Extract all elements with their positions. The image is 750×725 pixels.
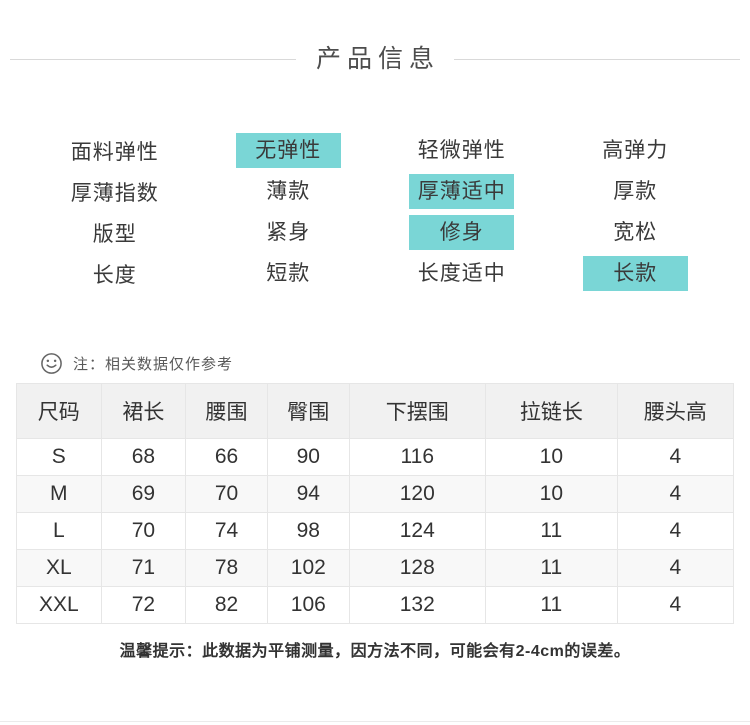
measurement-cell: 10	[484, 438, 618, 476]
attribute-option-cell: 长款	[549, 253, 723, 294]
reference-note-text: 注：相关数据仅作参考	[73, 356, 234, 373]
size-table-head: 尺码 裙长 腰围 臀围 下摆围 拉链长 腰头高	[16, 383, 735, 439]
attribute-option: 短款	[266, 262, 311, 285]
measurement-cell: 11	[484, 549, 618, 587]
measurement-cell: 94	[266, 475, 350, 513]
size-table-row: XL 71 78 102 128 11 4	[16, 549, 735, 587]
measurement-cell: 98	[266, 512, 350, 550]
attribute-row: 面料弹性 无弹性 轻微弹性 高弹力	[28, 130, 722, 171]
attribute-option-cell: 轻微弹性	[375, 130, 549, 171]
measurement-cell: 70	[185, 475, 268, 513]
bottom-divider	[0, 721, 750, 722]
attribute-option-selected: 厚薄适中	[409, 174, 515, 209]
measurement-cell: 128	[348, 549, 486, 587]
attributes-grid: 面料弹性 无弹性 轻微弹性 高弹力 厚薄指数 薄款 厚薄适中 厚款 版型 紧身 修身 宽松 长度 短款 长度…	[28, 130, 722, 294]
title-divider-left	[10, 58, 296, 60]
size-table-column-header: 腰围	[185, 383, 268, 439]
measurement-cell: 70	[100, 512, 187, 550]
attribute-option: 紧身	[266, 221, 311, 244]
size-table-column-header: 腰头高	[616, 383, 735, 439]
size-table-header-row: 尺码 裙长 腰围 臀围 下摆围 拉链长 腰头高	[16, 383, 735, 439]
attribute-label: 厚薄指数	[70, 181, 159, 205]
attribute-option-cell: 薄款	[202, 171, 376, 212]
attribute-option: 轻微弹性	[417, 139, 506, 162]
attribute-option-cell: 修身	[375, 212, 549, 253]
size-table: 尺码 裙长 腰围 臀围 下摆围 拉链长 腰头高 S 68 66 90 116 10 4 M 69 70 94 12…	[16, 383, 735, 624]
attribute-option: 厚款	[613, 180, 658, 203]
size-cell: M	[16, 475, 102, 513]
size-table-column-header: 裙长	[100, 383, 187, 439]
measurement-cell: 90	[266, 438, 350, 476]
attribute-option-cell: 长度适中	[375, 253, 549, 294]
attribute-option: 薄款	[266, 180, 311, 203]
measurement-cell: 124	[348, 512, 486, 550]
measurement-cell: 4	[616, 438, 735, 476]
size-table-column-header: 拉链长	[484, 383, 618, 439]
reference-note: 注：相关数据仅作参考	[40, 352, 750, 375]
title-divider-right	[454, 58, 741, 60]
attribute-option-selected: 长款	[582, 256, 688, 291]
size-table-row: M 69 70 94 120 10 4	[16, 475, 735, 513]
size-cell: L	[16, 512, 102, 550]
size-cell: XXL	[16, 586, 102, 624]
measurement-cell: 11	[484, 586, 618, 624]
smiley-icon	[41, 353, 62, 374]
measurement-cell: 72	[100, 586, 187, 624]
attribute-row: 长度 短款 长度适中 长款	[28, 253, 722, 294]
attribute-label: 面料弹性	[70, 140, 159, 164]
attribute-row: 厚薄指数 薄款 厚薄适中 厚款	[28, 171, 722, 212]
measurement-cell: 11	[484, 512, 618, 550]
section-title-bar: 产品信息	[10, 44, 741, 74]
measurement-cell: 116	[348, 438, 486, 476]
size-table-row: XXL 72 82 106 132 11 4	[16, 586, 735, 624]
measurement-cell: 102	[266, 549, 350, 587]
attribute-label: 长度	[92, 263, 137, 287]
attribute-label: 版型	[92, 222, 137, 246]
attribute-option-selected: 修身	[409, 215, 515, 250]
attribute-option: 宽松	[613, 221, 658, 244]
attribute-option-cell: 厚款	[549, 171, 723, 212]
size-cell: XL	[16, 549, 102, 587]
measurement-cell: 78	[185, 549, 268, 587]
attribute-option-cell: 无弹性	[202, 130, 376, 171]
size-cell: S	[16, 438, 102, 476]
size-table-row: L 70 74 98 124 11 4	[16, 512, 735, 550]
attribute-option-cell: 高弹力	[549, 130, 723, 171]
measurement-cell: 71	[100, 549, 187, 587]
size-table-column-header: 下摆围	[348, 383, 486, 439]
attribute-option-cell: 宽松	[549, 212, 723, 253]
measurement-cell: 4	[616, 549, 735, 587]
attribute-option: 长度适中	[417, 262, 506, 285]
measurement-cell: 106	[266, 586, 350, 624]
measurement-cell: 82	[185, 586, 268, 624]
page-title: 产品信息	[316, 45, 441, 73]
measurement-cell: 74	[185, 512, 268, 550]
attribute-option-selected: 无弹性	[235, 133, 341, 168]
measurement-cell: 66	[185, 438, 268, 476]
product-info-page: 产品信息 面料弹性 无弹性 轻微弹性 高弹力厚薄指数 薄款 厚薄适中 厚款版型 紧身 修身 宽松长…	[0, 44, 750, 725]
measurement-cell: 10	[484, 475, 618, 513]
measurement-cell: 132	[348, 586, 486, 624]
measurement-cell: 4	[616, 586, 735, 624]
measurement-cell: 120	[348, 475, 486, 513]
attribute-row: 版型 紧身 修身 宽松	[28, 212, 722, 253]
measurement-cell: 69	[100, 475, 187, 513]
attribute-option-cell: 厚薄适中	[375, 171, 549, 212]
attribute-option: 高弹力	[602, 139, 669, 162]
size-table-column-header: 尺码	[16, 383, 102, 439]
size-table-column-header: 臀围	[266, 383, 350, 439]
attribute-option-cell: 短款	[202, 253, 376, 294]
measurement-cell: 4	[616, 512, 735, 550]
measurement-tip: 温馨提示：此数据为平铺测量，因方法不同，可能会有2-4cm的误差。	[119, 643, 631, 660]
attribute-option-cell: 紧身	[202, 212, 376, 253]
measurement-cell: 4	[616, 475, 735, 513]
measurement-cell: 68	[100, 438, 187, 476]
size-table-body: S 68 66 90 116 10 4 M 69 70 94 120 10 4 L 70 74 98 124 11 4 X…	[16, 438, 735, 624]
size-table-row: S 68 66 90 116 10 4	[16, 438, 735, 476]
